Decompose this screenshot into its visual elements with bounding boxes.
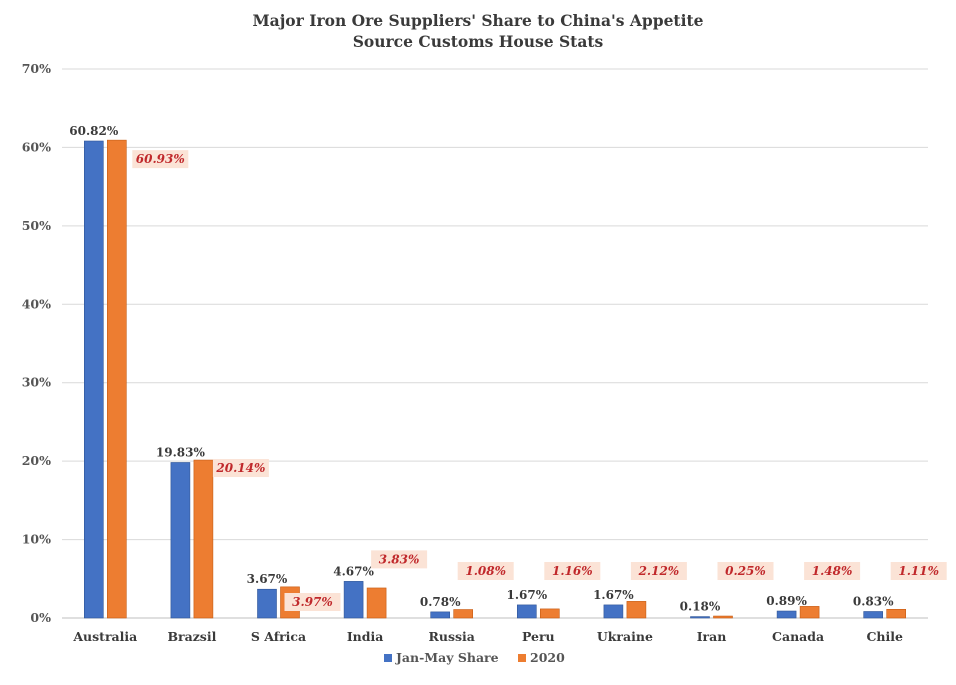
y-tick-label: 0%	[30, 610, 51, 625]
x-tick-label: Russia	[428, 629, 474, 644]
y-tick-label: 60%	[22, 139, 51, 154]
data-label-highlight	[132, 150, 189, 169]
legend-label-jan-may: Jan-May Share	[395, 650, 499, 665]
bar-jan-may	[776, 610, 797, 619]
data-label-highlight	[717, 562, 774, 580]
data-label-highlight	[630, 562, 687, 580]
data-label-jan-may: 3.67%	[247, 572, 288, 586]
data-label-jan-may: 0.18%	[680, 600, 721, 614]
data-label-highlight	[457, 562, 514, 580]
data-label-2020: 1.16%	[552, 564, 593, 578]
bar-2020	[193, 459, 214, 619]
y-tick-label: 70%	[22, 61, 51, 76]
data-label-jan-may: 4.67%	[333, 564, 374, 578]
legend-label-2020: 2020	[530, 650, 565, 665]
bar-2020	[539, 608, 560, 619]
bar-2020	[453, 609, 474, 619]
x-tick-label: Australia	[72, 629, 137, 644]
data-label-2020: 1.48%	[812, 564, 853, 578]
x-tick-label: India	[347, 629, 384, 644]
legend-swatch-jan-may	[384, 654, 392, 662]
y-tick-label: 10%	[22, 532, 51, 547]
data-label-2020: 20.14%	[215, 461, 265, 475]
bar-jan-may	[170, 462, 191, 619]
y-tick-label: 20%	[22, 453, 51, 468]
data-label-2020: 60.93%	[136, 152, 185, 166]
data-label-highlight	[371, 550, 428, 569]
legend-swatch-2020	[518, 654, 526, 662]
bar-jan-may	[84, 140, 104, 619]
bar-jan-may	[430, 611, 451, 619]
bar-jan-may	[257, 588, 277, 619]
bar-2020	[366, 587, 387, 619]
data-label-jan-may: 1.67%	[506, 588, 547, 602]
bar-2020	[107, 139, 127, 619]
bar-jan-may	[690, 616, 710, 619]
data-label-jan-may: 0.78%	[420, 595, 461, 609]
x-tick-label: Iran	[697, 629, 727, 644]
bar-jan-may	[863, 611, 884, 619]
data-label-jan-may: 0.83%	[853, 594, 894, 608]
data-label-jan-may: 0.89%	[766, 594, 807, 608]
x-tick-label: Peru	[522, 629, 555, 644]
bar-2020	[626, 601, 647, 619]
data-label-highlight	[284, 593, 341, 611]
bar-2020	[799, 606, 820, 619]
x-tick-label: Brazsil	[167, 629, 216, 644]
data-label-jan-may: 60.82%	[69, 124, 119, 138]
data-label-2020: 0.25%	[725, 564, 766, 578]
data-label-2020: 1.11%	[898, 564, 939, 578]
data-label-highlight	[890, 562, 947, 580]
bar-jan-may	[516, 604, 537, 619]
data-label-2020: 2.12%	[638, 564, 680, 578]
bar-2020	[886, 608, 907, 619]
y-tick-label: 30%	[22, 375, 51, 390]
bar-jan-may	[603, 604, 624, 619]
chart-title: Major Iron Ore Suppliers' Share to China…	[252, 11, 704, 30]
x-tick-label: Canada	[772, 629, 824, 644]
bar-2020	[713, 615, 733, 619]
x-tick-label: S Africa	[251, 629, 306, 644]
x-tick-label: Ukraine	[597, 629, 653, 644]
data-label-2020: 1.08%	[465, 564, 506, 578]
chart-subtitle: Source Customs House Stats	[352, 32, 604, 51]
y-tick-label: 40%	[22, 296, 51, 311]
y-tick-label: 50%	[22, 218, 51, 233]
data-label-highlight	[212, 459, 269, 478]
bar-jan-may	[343, 581, 364, 619]
data-label-highlight	[804, 562, 861, 580]
data-label-highlight	[544, 562, 601, 580]
x-tick-label: Chile	[866, 629, 903, 644]
data-label-jan-may: 19.83%	[156, 445, 206, 459]
data-label-2020: 3.83%	[379, 552, 420, 566]
data-label-2020: 3.97%	[292, 595, 333, 609]
data-label-jan-may: 1.67%	[593, 588, 634, 602]
